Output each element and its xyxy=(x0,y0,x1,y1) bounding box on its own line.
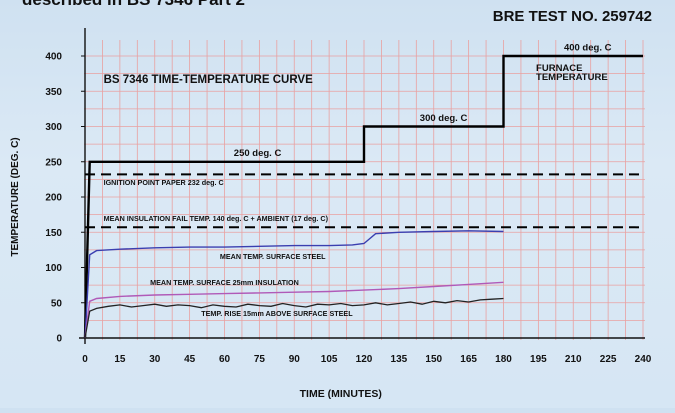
series-layer xyxy=(83,54,643,339)
y-tick-label: 50 xyxy=(51,298,63,309)
series-line-0 xyxy=(83,54,643,339)
series-line-5 xyxy=(84,297,504,339)
x-tick-label: 180 xyxy=(495,354,512,365)
x-tick-label: 75 xyxy=(254,354,266,365)
annotation-label: TEMP. RISE 15mm ABOVE SURFACE STEEL xyxy=(201,309,353,318)
x-tick-label: 105 xyxy=(321,354,338,365)
x-tick-label: 225 xyxy=(600,354,617,365)
series-line-4 xyxy=(84,281,504,339)
annotation-label: TEMPERATURE xyxy=(536,72,608,83)
x-tick-label: 60 xyxy=(219,354,231,365)
series-line-3 xyxy=(84,230,504,339)
annotation-label: MEAN TEMP. SURFACE STEEL xyxy=(220,252,326,261)
x-tick-label: 120 xyxy=(356,354,373,365)
annotation-label: IGNITION POINT PAPER 232 deg. C xyxy=(104,178,224,187)
y-tick-label: 250 xyxy=(45,157,62,168)
x-tick-label: 135 xyxy=(391,354,408,365)
x-tick-label: 210 xyxy=(565,354,582,365)
x-tick-label: 15 xyxy=(114,354,126,365)
annotation-label: FURNACE xyxy=(536,63,582,74)
annotation-label: MEAN INSULATION FAIL TEMP. 140 deg. C + … xyxy=(104,214,329,223)
y-tick-label: 400 xyxy=(45,52,62,63)
y-axis-label: TEMPERATURE (DEG. C) xyxy=(10,137,21,256)
x-tick-label: 240 xyxy=(635,354,652,365)
x-tick-label: 0 xyxy=(82,354,88,365)
annotation-label: 250 deg. C xyxy=(234,148,282,159)
grid-layer xyxy=(84,40,645,340)
x-tick-label: 30 xyxy=(149,354,161,365)
x-tick-label: 90 xyxy=(289,354,301,365)
x-tick-label: 150 xyxy=(425,354,442,365)
x-tick-label: 195 xyxy=(530,354,547,365)
test-number-label: BRE TEST NO. 259742 xyxy=(493,8,652,25)
y-tick-label: 200 xyxy=(45,193,62,204)
annotation-label: 400 deg. C xyxy=(564,42,612,53)
y-tick-label: 350 xyxy=(45,87,62,98)
y-tick-label: 150 xyxy=(45,228,62,239)
y-tick-label: 0 xyxy=(56,334,62,345)
x-axis-label: TIME (MINUTES) xyxy=(300,388,382,400)
y-tick-label: 300 xyxy=(45,122,62,133)
header-title-fragment: described in BS 7346 Part 2 xyxy=(22,0,245,9)
x-tick-label: 45 xyxy=(184,354,196,365)
annotation-label: 300 deg. C xyxy=(420,113,468,124)
annotation-label: MEAN TEMP. SURFACE 25mm INSULATION xyxy=(150,278,299,287)
axis-layer: 0 50 100 150 200 250 300 350 400 0 15 30 45 60 75 90 105… xyxy=(45,28,652,365)
x-tick-label: 165 xyxy=(460,354,477,365)
y-tick-label: 100 xyxy=(45,263,62,274)
chart-title: BS 7346 TIME-TEMPERATURE CURVE xyxy=(104,74,313,86)
